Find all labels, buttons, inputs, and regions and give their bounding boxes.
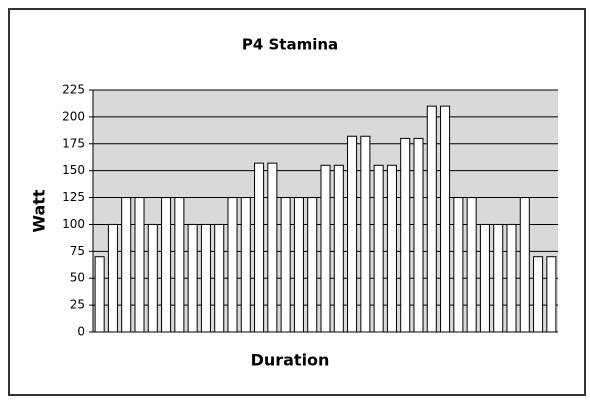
bar — [493, 223, 504, 333]
bar — [121, 197, 132, 333]
bar — [254, 162, 265, 333]
chart-title: P4 Stamina — [242, 36, 338, 54]
bar — [360, 135, 371, 333]
y-tick-label: 75 — [70, 244, 85, 258]
bar — [373, 164, 384, 333]
bar — [307, 197, 318, 333]
bar — [200, 223, 211, 333]
y-tick-label: 0 — [77, 325, 85, 339]
bar — [107, 223, 118, 333]
bar — [519, 197, 530, 333]
bar — [400, 137, 411, 333]
y-tick-label: 225 — [62, 83, 85, 97]
bar — [426, 105, 437, 333]
bar — [466, 197, 477, 333]
bar — [506, 223, 517, 333]
bar — [240, 197, 251, 333]
x-axis-label: Duration — [251, 351, 330, 370]
bar — [479, 223, 490, 333]
bar — [214, 223, 225, 333]
bar — [280, 197, 291, 333]
y-tick-label: 50 — [70, 271, 85, 285]
bar — [147, 223, 158, 333]
y-tick-label: 175 — [62, 136, 85, 150]
y-tick-label: 125 — [62, 190, 85, 204]
bar — [386, 164, 397, 333]
bar — [134, 197, 145, 333]
y-tick-label: 25 — [70, 298, 85, 312]
bar — [161, 197, 172, 333]
bar — [440, 105, 451, 333]
bar — [267, 162, 278, 333]
bar — [174, 197, 185, 333]
bar — [333, 164, 344, 333]
bar — [293, 197, 304, 333]
y-tick-label: 100 — [62, 217, 85, 231]
y-tick-label: 200 — [62, 109, 85, 123]
bar — [320, 164, 331, 333]
bar — [533, 256, 544, 333]
bar — [227, 197, 238, 333]
bar — [187, 223, 198, 333]
bar — [94, 256, 105, 333]
bar — [347, 135, 358, 333]
bar — [546, 256, 557, 333]
y-axis-label: Watt — [30, 189, 49, 233]
y-tick-label: 150 — [62, 163, 85, 177]
bar — [453, 197, 464, 333]
bar — [413, 137, 424, 333]
